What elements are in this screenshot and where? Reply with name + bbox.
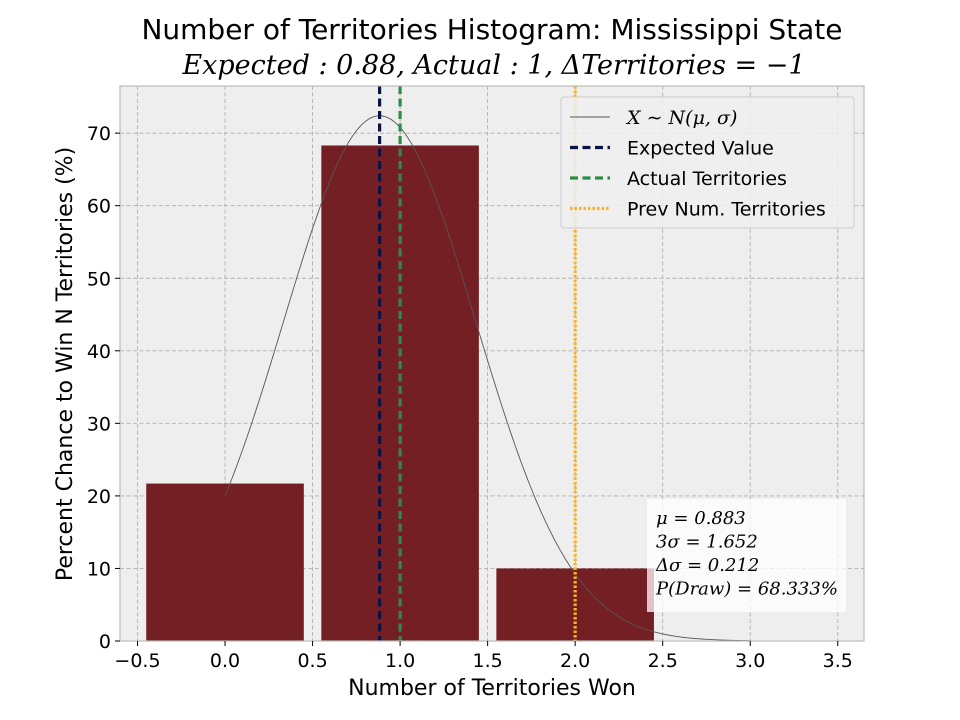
stats-box-background (647, 499, 846, 612)
x-tick-label: 1.5 (473, 650, 503, 672)
y-axis-ticks: 0 10 20 30 40 50 60 70 (87, 123, 120, 653)
stats-line-3: P(Draw) = 68.333% (655, 579, 838, 600)
y-tick-label: 50 (87, 268, 111, 290)
x-axis-label: Number of Territories Won (348, 676, 636, 701)
stats-line-0: μ = 0.883 (656, 508, 746, 529)
legend: X ∼ N(μ, σ) Expected Value Actual Territor… (560, 96, 855, 229)
y-tick-label: 10 (87, 558, 111, 580)
chart-subtitle: Expected : 0.88, Actual : 1, ΔTerritorie… (181, 50, 805, 81)
y-tick-label: 0 (99, 631, 111, 653)
y-tick-label: 40 (87, 341, 111, 363)
x-tick-label: 1.0 (385, 650, 415, 672)
x-tick-label: −0.5 (114, 650, 160, 672)
x-tick-label: 0.5 (297, 650, 327, 672)
stats-line-1: 3σ = 1.652 (656, 532, 758, 553)
y-tick-label: 20 (87, 486, 111, 508)
legend-expected-label: Expected Value (627, 138, 774, 160)
normal-distribution-curve (224, 115, 751, 642)
y-tick-label: 60 (87, 196, 111, 218)
x-axis-ticks: −0.5 0.0 0.5 1.0 1.5 2.0 2.5 3.0 3.5 (114, 641, 853, 672)
bar-0 (146, 483, 304, 641)
x-tick-label: 3.0 (735, 650, 765, 672)
x-tick-label: 0.0 (210, 650, 240, 672)
y-tick-label: 70 (87, 123, 111, 145)
legend-actual-label: Actual Territories (627, 168, 787, 190)
legend-prev-label: Prev Num. Territories (627, 199, 826, 221)
legend-box (560, 96, 855, 229)
plot-frame (119, 85, 865, 642)
legend-normal-label: X ∼ N(μ, σ) (625, 107, 737, 129)
y-tick-label: 30 (87, 413, 111, 435)
x-tick-label: 3.5 (823, 650, 853, 672)
x-tick-label: 2.0 (560, 650, 590, 672)
y-axis-label: Percent Chance to Win N Territories (%) (53, 147, 78, 581)
x-tick-label: 2.5 (648, 650, 678, 672)
stats-line-2: Δσ = 0.212 (655, 555, 759, 576)
chart-title: Number of Territories Histogram: Mississ… (141, 13, 842, 46)
